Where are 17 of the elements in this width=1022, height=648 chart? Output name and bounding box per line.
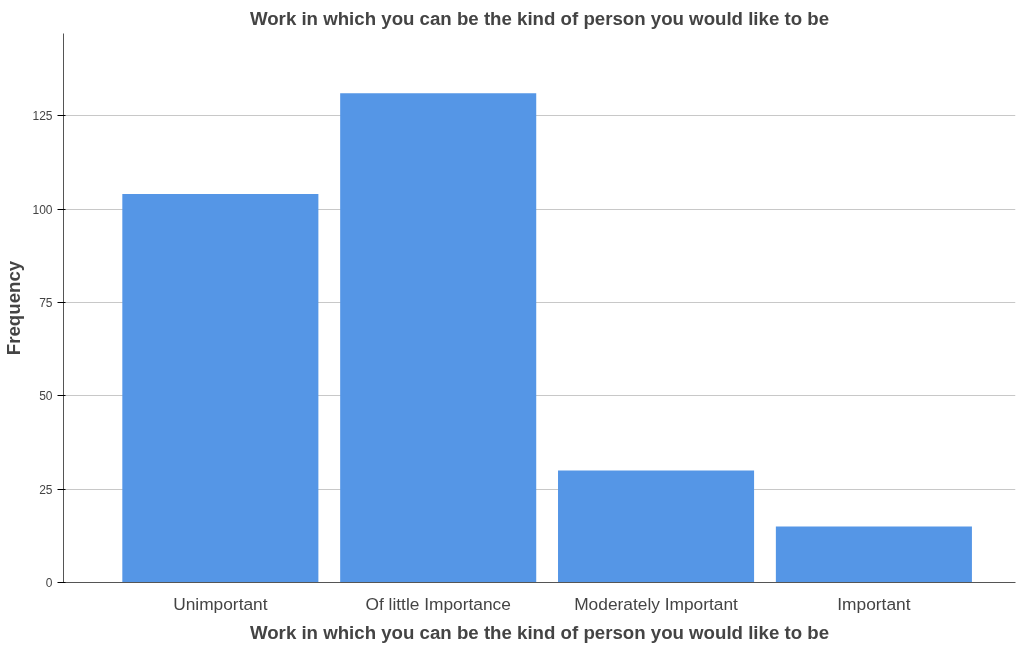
x-tick-label: Moderately Important [574, 593, 739, 614]
x-tick-label: Important [837, 593, 911, 614]
bar [122, 194, 319, 583]
y-tick-label: 125 [32, 109, 53, 124]
y-tick-label: 25 [39, 482, 53, 497]
bar [340, 93, 537, 583]
chart-title: Work in which you can be the kind of person you would like to be [249, 7, 830, 29]
y-tick-label: 100 [32, 202, 53, 217]
bar [775, 526, 972, 583]
x-axis-title: Work in which you can be the kind of person you would like to be [249, 621, 830, 643]
bar [558, 470, 755, 583]
y-tick-label: 50 [39, 389, 53, 404]
x-tick-label: Unimportant [173, 593, 268, 614]
x-tick-label: Of little Importance [365, 593, 511, 614]
y-tick-label: 0 [45, 576, 53, 590]
y-axis-title: Frequency [3, 260, 25, 356]
y-tick-label: 75 [39, 295, 53, 310]
